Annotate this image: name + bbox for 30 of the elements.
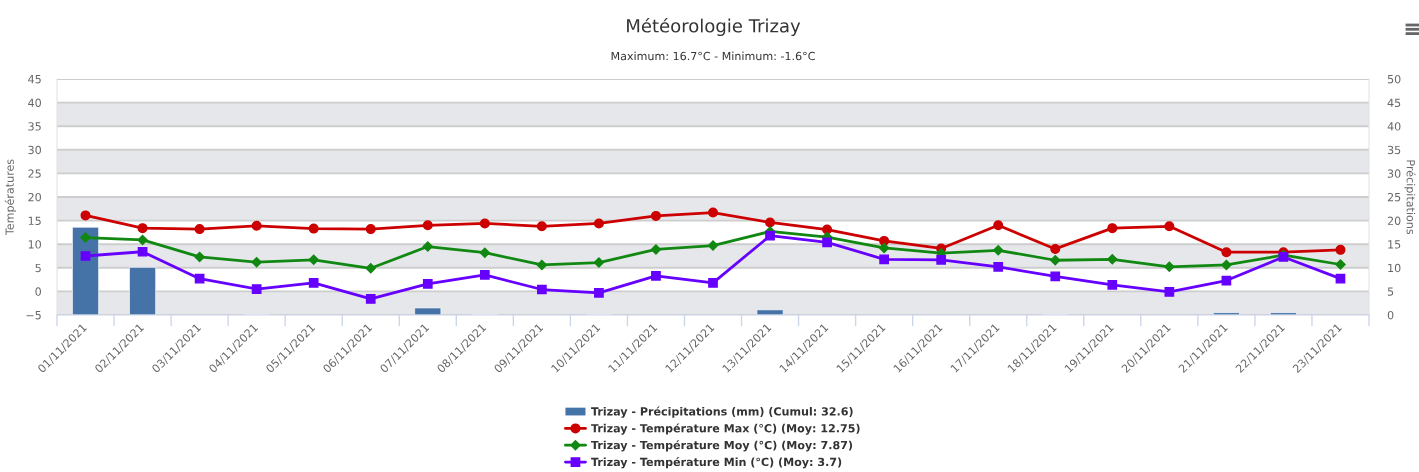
y-tick-label: 40 xyxy=(28,98,41,107)
y2-tick-label: 10 xyxy=(1388,263,1401,273)
y2-tick-label: 40 xyxy=(1387,122,1401,131)
y2-tick-label: 5 xyxy=(1387,287,1394,296)
y-tick-label: 5 xyxy=(35,263,41,273)
legend-label: Trizay - Température Min (°C) (Moy: 3.7) xyxy=(591,457,842,469)
legend-label: Trizay - Température Moy (°C) (Moy: 7.87) xyxy=(591,440,853,452)
y-tick-label: 25 xyxy=(28,169,41,178)
y2-tick-label: 0 xyxy=(1387,310,1394,320)
y2-axis-title: Précipitations xyxy=(1404,160,1416,235)
chart-subtitle: Maximum: 16.7°C - Minimum: -1.6°C xyxy=(611,51,815,61)
y-tick-label: 15 xyxy=(28,216,41,225)
y-axis-title: Températures xyxy=(4,159,16,236)
y2-tick-label: 35 xyxy=(1387,145,1401,155)
legend-label: Trizay - Précipitations (mm) (Cumul: 32.6) xyxy=(591,406,853,418)
y2-tick-label: 30 xyxy=(1387,169,1401,178)
y-tick-label: 30 xyxy=(28,145,41,155)
y-tick-label: 0 xyxy=(35,287,41,296)
y-tick-label: 35 xyxy=(28,122,41,131)
y-tick-label: −5 xyxy=(26,311,41,320)
y-tick-label: 10 xyxy=(28,240,41,249)
chart-title: Météorologie Trizay xyxy=(627,17,801,37)
y2-tick-label: 25 xyxy=(1387,192,1401,202)
y-tick-label: 20 xyxy=(28,192,41,202)
y2-tick-label: 15 xyxy=(1388,240,1401,249)
legend-label: Trizay - Température Max (°C) (Moy: 12.75) xyxy=(591,423,860,435)
y2-tick-label: 20 xyxy=(1387,216,1401,225)
y2-tick-label: 50 xyxy=(1387,74,1401,84)
y2-tick-label: 45 xyxy=(1387,98,1401,107)
y-tick-label: 45 xyxy=(28,75,41,84)
